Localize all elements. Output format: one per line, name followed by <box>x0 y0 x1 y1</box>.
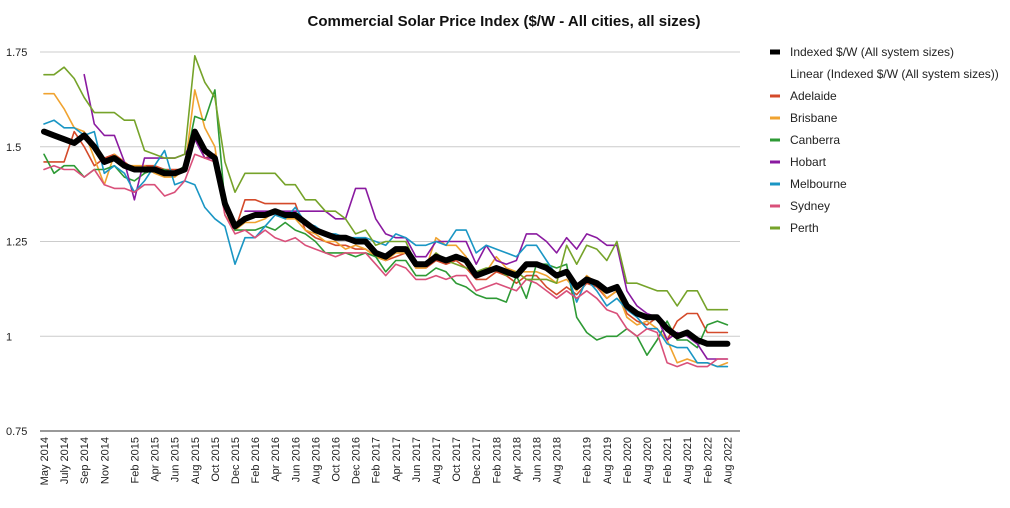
series-line <box>41 128 731 347</box>
x-tick-label: Aug 2022 <box>722 437 734 484</box>
x-tick-label: Nov 2014 <box>99 437 111 484</box>
series-line <box>43 153 729 368</box>
x-tick-label: Feb 2020 <box>622 437 634 483</box>
x-tick-label: Feb 2022 <box>702 437 714 483</box>
series-line <box>43 55 729 311</box>
x-tick-label: Oct 2017 <box>451 437 463 482</box>
legend-entry: Perth <box>790 221 819 235</box>
x-tick-label: Jun 2017 <box>411 437 423 482</box>
x-tick-label: Jun 2016 <box>290 437 302 482</box>
legend-entry: Indexed $/W (All system sizes) <box>790 45 954 59</box>
x-tick-label: Aug 2015 <box>190 437 202 484</box>
legend-entry: Hobart <box>790 155 827 169</box>
x-tick-label: Aug 2019 <box>602 437 614 484</box>
x-tick-label: Aug 2018 <box>552 437 564 484</box>
legend-entry: Melbourne <box>790 177 847 191</box>
series-line <box>43 89 729 356</box>
x-tick-label: Apr 2018 <box>511 437 523 482</box>
y-tick-label: 1.75 <box>6 47 27 59</box>
y-tick-label: 1 <box>6 331 12 343</box>
x-tick-label: Jun 2018 <box>531 437 543 482</box>
x-tick-label: Aug 2021 <box>682 437 694 484</box>
x-tick-label: Oct 2015 <box>210 437 222 482</box>
x-tick-label: Dec 2017 <box>471 437 483 484</box>
x-tick-label: Oct 2016 <box>330 437 342 482</box>
series-line <box>43 119 729 368</box>
legend-entry: Adelaide <box>790 89 837 103</box>
series-line <box>83 73 226 205</box>
legend-entry: Brisbane <box>790 111 838 125</box>
x-tick-label: Aug 2020 <box>642 437 654 484</box>
x-tick-label: May 2014 <box>39 437 51 485</box>
x-tick-label: Feb 2017 <box>371 437 383 483</box>
x-tick-label: Aug 2016 <box>310 437 322 484</box>
x-tick-label: Apr 2016 <box>270 437 282 482</box>
y-tick-label: 1.5 <box>6 142 21 154</box>
legend-entry: Sydney <box>790 199 830 213</box>
x-tick-label: Dec 2015 <box>230 437 242 484</box>
x-tick-label: Jun 2015 <box>170 437 182 482</box>
x-tick-label: Feb 2021 <box>662 437 674 483</box>
x-tick-label: Dec 2016 <box>351 437 363 484</box>
x-tick-label: July 2014 <box>59 437 71 484</box>
axes: 0.75 1 1.25 1.5 1.75 May 2014 July 2014 Sep 201… <box>6 47 740 485</box>
x-tick-label: Aug 2017 <box>431 437 443 484</box>
legend-entry: Linear (Indexed $/W (All system sizes)) <box>790 67 999 81</box>
chart-title: Commercial Solar Price Index ($/W - All … <box>308 13 701 30</box>
legend: Indexed $/W (All system sizes) Linear (In… <box>770 45 999 235</box>
y-tick-label: 1.25 <box>6 237 27 249</box>
series-line <box>43 89 729 368</box>
x-tick-label: Apr 2015 <box>150 437 162 482</box>
series-lines <box>41 55 731 368</box>
gridlines <box>40 51 740 337</box>
x-tick-label: Feb 2015 <box>129 437 141 483</box>
x-tick-label: Sep 2014 <box>79 437 91 484</box>
x-tick-label: Apr 2017 <box>391 437 403 482</box>
legend-entry: Canberra <box>790 133 840 147</box>
x-tick-label: Feb 2018 <box>491 437 503 483</box>
x-tick-label: Feb 2016 <box>250 437 262 483</box>
y-tick-label: 0.75 <box>6 426 27 438</box>
x-tick-label: Feb 2019 <box>582 437 594 483</box>
series-line <box>43 130 729 341</box>
